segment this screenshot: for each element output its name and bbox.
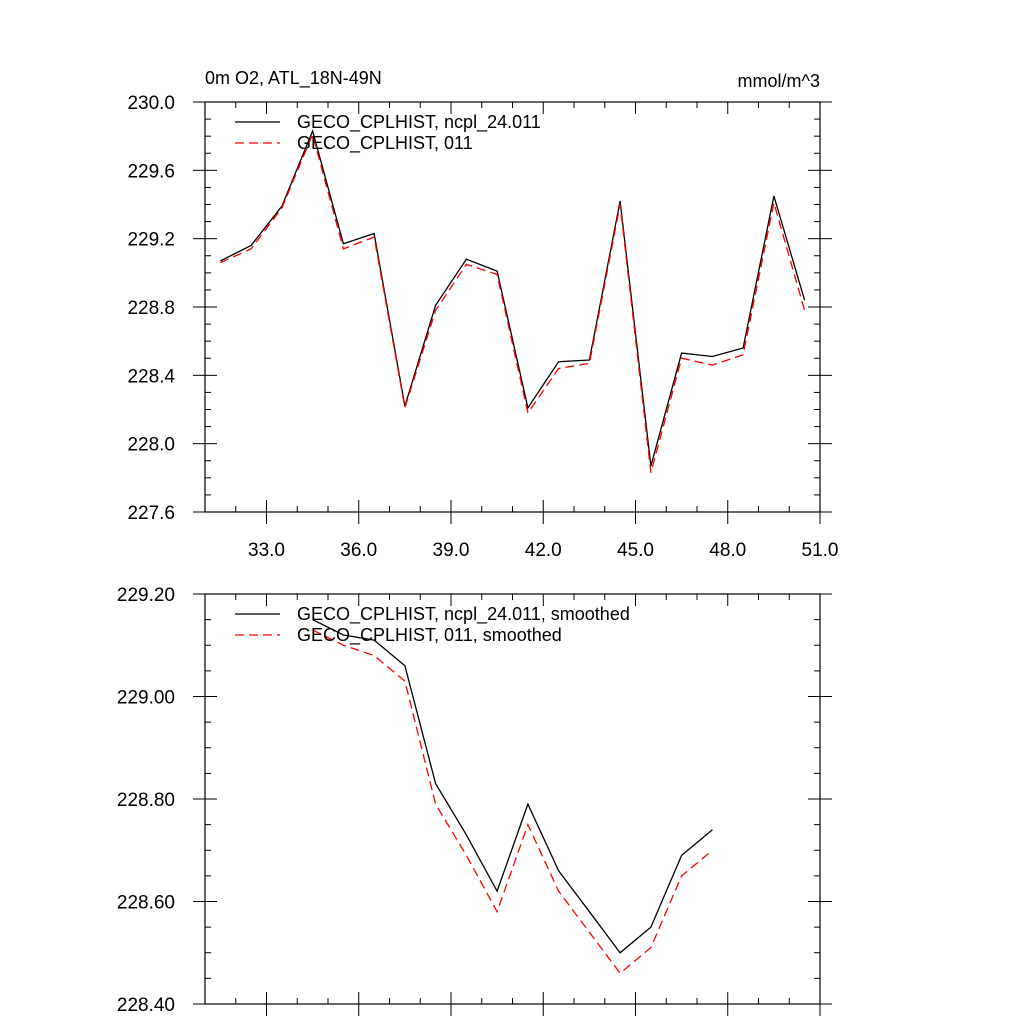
x-tick-label: 45.0 <box>617 540 654 561</box>
series-lines <box>312 619 713 975</box>
top-chart: 0m O2, ATL_18N-49N mmol/m^3 33.0 36.0 39.0… <box>127 68 838 561</box>
series-lines <box>220 128 806 473</box>
y-tick-label: 229.6 <box>127 161 175 182</box>
y-tick-label: 228.80 <box>117 790 175 811</box>
tick-marks <box>193 101 832 524</box>
x-tick-label: 39.0 <box>433 540 470 561</box>
series-line-2 <box>220 132 806 473</box>
tick-labels: 33.0 36.0 39.0 42.0 45.0 48.0 51.0 227.6 228.0 22… <box>127 93 838 561</box>
x-tick-label: 42.0 <box>525 540 562 561</box>
y-tick-label: 228.0 <box>127 435 175 456</box>
x-tick-label: 48.0 <box>709 540 746 561</box>
series-line-1 <box>312 619 713 954</box>
x-tick-label: 33.0 <box>248 540 285 561</box>
chart-units: mmol/m^3 <box>738 71 820 91</box>
plot-frame <box>204 101 821 513</box>
y-tick-label: 228.60 <box>117 893 175 914</box>
y-tick-label: 227.6 <box>127 503 175 524</box>
legend-label: GECO_CPLHIST, ncpl_24.011, smoothed <box>297 604 630 625</box>
y-tick-label: 229.2 <box>127 230 175 251</box>
y-tick-label: 228.8 <box>127 298 175 319</box>
tick-marks <box>193 593 832 1016</box>
y-tick-label: 229.00 <box>117 688 175 709</box>
bottom-chart: 228.40 228.60 228.80 229.00 229.20 GECO_CPLH… <box>117 585 832 1016</box>
series-line-1 <box>220 128 806 467</box>
y-tick-label: 229.20 <box>117 585 175 606</box>
x-tick-label: 51.0 <box>802 540 839 561</box>
tick-labels: 228.40 228.60 228.80 229.00 229.20 <box>117 585 175 1016</box>
series-line-2 <box>312 629 713 975</box>
x-tick-label: 36.0 <box>340 540 377 561</box>
legend-label: GECO_CPLHIST, 011 <box>297 133 473 154</box>
y-tick-label: 228.40 <box>117 995 175 1016</box>
legend-label: GECO_CPLHIST, ncpl_24.011 <box>297 112 541 133</box>
chart-title: 0m O2, ATL_18N-49N <box>205 68 382 89</box>
plot-frame <box>204 593 821 1005</box>
legend: GECO_CPLHIST, ncpl_24.011, smoothedGECO_… <box>235 604 630 646</box>
legend-label: GECO_CPLHIST, 011, smoothed <box>297 625 562 646</box>
y-tick-label: 230.0 <box>127 93 175 114</box>
y-tick-label: 228.4 <box>127 366 175 387</box>
